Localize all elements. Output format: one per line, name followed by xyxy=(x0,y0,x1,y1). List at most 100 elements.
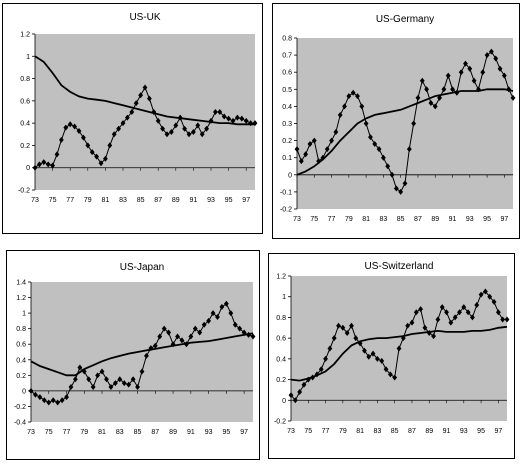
chart-us-switzerland: US-Switzerland -0.2 0 0.2 0.4 0.6 0.8 1 1.2 73 75 7… xyxy=(274,261,510,435)
x-tick-label: 83 xyxy=(380,216,388,223)
x-tick-label: 79 xyxy=(80,429,88,436)
data-point xyxy=(37,161,42,168)
y-tick-label: 0.3 xyxy=(282,121,292,128)
data-point xyxy=(41,397,47,404)
data-point xyxy=(125,114,130,121)
data-point xyxy=(350,89,356,96)
y-tick-label: 0.2 xyxy=(276,377,286,384)
x-tick-label: 75 xyxy=(310,216,318,223)
data-point xyxy=(147,95,152,102)
data-point xyxy=(179,337,185,344)
data-point xyxy=(484,52,490,59)
data-point xyxy=(235,114,240,121)
data-point xyxy=(77,364,83,371)
y-tick-label: 0.2 xyxy=(16,373,26,380)
x-tick-label: 89 xyxy=(169,429,177,436)
x-tick-label: 77 xyxy=(66,197,74,204)
x-tick-label: 87 xyxy=(414,216,422,223)
data-point xyxy=(385,163,391,170)
x-tick-label: 93 xyxy=(460,428,468,435)
data-point xyxy=(111,131,117,138)
y-tick-label: -0.1 xyxy=(280,189,292,196)
x-tick-label: 73 xyxy=(287,428,295,435)
chart-panel-us-uk: US-UK -0.2 0 0.2 0.4 0.6 0.8 1 1.2 73 75 77 79 81 83 85… xyxy=(2,3,263,234)
data-point xyxy=(432,103,438,110)
y-tick-label: 1.2 xyxy=(16,295,26,302)
data-point xyxy=(355,93,360,100)
data-point xyxy=(210,310,216,317)
data-point xyxy=(463,60,468,67)
chart-title: US-Germany xyxy=(376,14,434,25)
data-point xyxy=(232,321,238,328)
data-point xyxy=(99,368,105,375)
data-point xyxy=(510,94,516,101)
data-point xyxy=(372,141,378,148)
data-point xyxy=(50,397,56,404)
data-point xyxy=(366,353,372,360)
data-point xyxy=(424,86,429,93)
data-point xyxy=(50,162,55,169)
data-point xyxy=(81,134,86,141)
chart-title: US-Japan xyxy=(120,262,164,273)
y-tick-label: 0.8 xyxy=(20,76,30,83)
data-point xyxy=(435,316,441,323)
data-point xyxy=(428,99,434,106)
y-tick-label: 1.2 xyxy=(276,274,286,281)
data-point xyxy=(305,376,311,383)
y-tick-label: -0.2 xyxy=(274,419,286,426)
data-point xyxy=(86,376,92,383)
y-tick-label: 0.5 xyxy=(282,87,292,94)
x-tick-label: 79 xyxy=(339,428,347,435)
y-tick-label: 0.6 xyxy=(16,342,26,349)
data-point xyxy=(133,100,139,107)
data-point xyxy=(452,314,458,321)
data-point xyxy=(406,146,412,153)
data-point xyxy=(226,115,231,122)
data-point xyxy=(182,125,187,132)
data-point xyxy=(213,109,218,115)
data-point xyxy=(95,372,100,379)
data-point xyxy=(458,69,464,76)
x-tick-label: 97 xyxy=(500,216,508,223)
data-point xyxy=(418,306,423,313)
data-point xyxy=(68,384,74,390)
x-tick-label: 73 xyxy=(31,197,39,204)
data-point xyxy=(239,115,245,122)
data-point xyxy=(491,298,497,305)
x-tick-label: 97 xyxy=(242,197,250,204)
data-point xyxy=(76,127,82,134)
data-point xyxy=(139,368,145,375)
data-point xyxy=(201,321,207,328)
data-point xyxy=(467,65,473,72)
data-point xyxy=(120,120,126,127)
data-point xyxy=(379,357,385,364)
data-point xyxy=(340,324,346,331)
y-tick-label: 0.2 xyxy=(20,143,30,150)
x-tick-label: 75 xyxy=(49,197,57,204)
data-point xyxy=(316,158,321,165)
x-tick-label: 73 xyxy=(27,429,35,436)
x-tick-label: 93 xyxy=(207,197,215,204)
data-point xyxy=(489,48,494,55)
series-line-smooth xyxy=(34,55,255,126)
x-tick-label: 95 xyxy=(222,429,230,436)
data-point xyxy=(55,399,61,406)
data-point xyxy=(175,333,180,340)
data-point xyxy=(393,185,399,192)
data-point xyxy=(346,93,352,100)
data-point xyxy=(487,293,493,300)
data-point xyxy=(495,309,501,316)
data-point xyxy=(223,300,229,307)
y-tick-label: -0.2 xyxy=(280,207,292,214)
data-point xyxy=(28,387,34,394)
x-tick-label: 95 xyxy=(483,216,491,223)
data-point xyxy=(116,125,121,132)
data-point xyxy=(320,154,326,161)
x-tick-label: 81 xyxy=(98,429,106,436)
x-tick-label: 95 xyxy=(225,197,233,204)
y-tick-label: 0.8 xyxy=(276,315,286,322)
x-tick-label: 87 xyxy=(154,197,162,204)
data-point xyxy=(336,322,341,329)
data-point xyxy=(41,159,47,166)
x-tick-label: 87 xyxy=(408,428,416,435)
